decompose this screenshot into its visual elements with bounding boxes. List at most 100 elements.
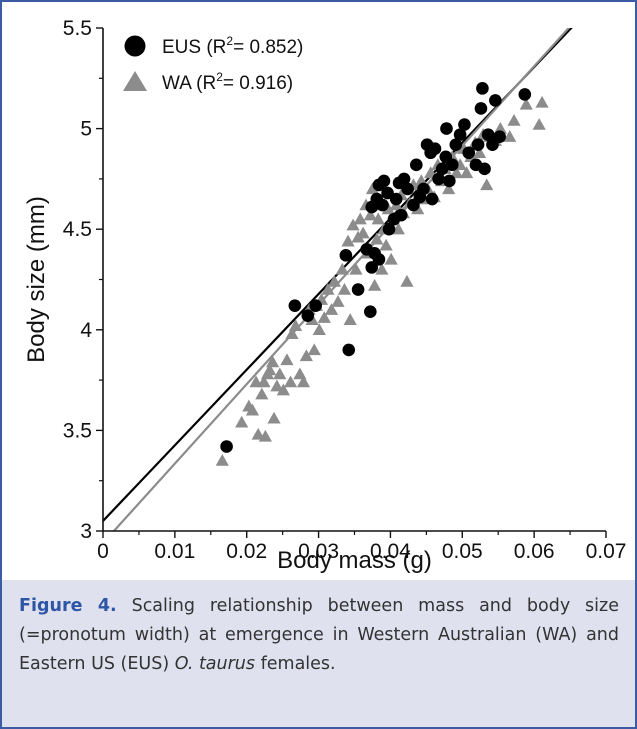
point-eus bbox=[449, 138, 463, 151]
point-wa bbox=[503, 130, 517, 142]
point-wa bbox=[273, 367, 287, 380]
point-eus bbox=[417, 182, 430, 196]
y-tick-label: 4 bbox=[80, 319, 92, 342]
caption-text-after: females. bbox=[255, 654, 336, 674]
point-eus bbox=[351, 283, 365, 296]
point-wa bbox=[356, 226, 370, 239]
point-eus bbox=[401, 182, 414, 196]
legend-label-eus: EUS (R2= 0.852) bbox=[162, 34, 303, 58]
point-eus bbox=[471, 138, 485, 151]
x-axis-title: Body mass (g) bbox=[277, 547, 432, 574]
point-wa bbox=[365, 182, 380, 195]
x-tick-label: 0 bbox=[97, 540, 109, 563]
point-wa bbox=[442, 182, 456, 195]
point-eus bbox=[462, 146, 476, 160]
point-wa bbox=[535, 95, 549, 108]
point-wa bbox=[312, 323, 326, 335]
point-wa bbox=[480, 178, 494, 191]
point-wa bbox=[343, 313, 357, 325]
x-tick-label: 0.01 bbox=[154, 540, 195, 563]
point-wa bbox=[331, 295, 345, 307]
point-eus bbox=[474, 102, 488, 115]
x-tick-label: 0.05 bbox=[442, 540, 483, 563]
point-wa bbox=[349, 262, 363, 275]
y-tick-label: 5 bbox=[80, 118, 92, 141]
point-eus bbox=[220, 440, 233, 453]
point-eus bbox=[493, 130, 506, 143]
point-eus bbox=[309, 299, 322, 312]
point-wa bbox=[255, 387, 269, 400]
point-eus bbox=[409, 158, 423, 172]
point-wa bbox=[296, 375, 311, 388]
y-tick-label: 4.5 bbox=[63, 218, 92, 241]
point-eus bbox=[518, 88, 532, 101]
point-wa bbox=[270, 379, 284, 392]
point-eus bbox=[397, 172, 411, 186]
point-wa bbox=[267, 411, 281, 424]
point-wa bbox=[400, 274, 414, 287]
point-eus bbox=[445, 158, 459, 172]
point-wa bbox=[532, 117, 546, 130]
point-eus bbox=[382, 222, 396, 236]
point-wa bbox=[335, 262, 349, 275]
point-wa bbox=[493, 122, 507, 134]
figure-caption: Figure 4. Scaling relationship between m… bbox=[2, 580, 635, 727]
legend-marker-eus bbox=[124, 35, 146, 57]
point-eus bbox=[288, 299, 302, 312]
caption-text-before: Scaling relationship between mass and bo… bbox=[19, 596, 619, 674]
point-eus bbox=[428, 142, 442, 156]
point-eus bbox=[376, 198, 389, 212]
point-wa bbox=[263, 363, 277, 376]
point-wa bbox=[353, 212, 367, 225]
y-tick-label: 3.5 bbox=[63, 419, 92, 442]
point-wa bbox=[381, 202, 395, 215]
point-eus bbox=[453, 128, 467, 141]
x-tick-label: 0.06 bbox=[514, 540, 555, 563]
point-wa bbox=[280, 353, 294, 366]
fit-lines bbox=[103, 28, 573, 531]
caption-species: O. taurus bbox=[174, 654, 256, 674]
legend: EUS (R2= 0.852) WA (R2= 0.916) bbox=[123, 34, 303, 94]
point-eus bbox=[440, 122, 453, 135]
point-eus bbox=[365, 261, 379, 274]
point-eus bbox=[342, 343, 356, 357]
point-eus bbox=[377, 174, 391, 188]
point-wa bbox=[283, 375, 298, 388]
point-wa bbox=[363, 208, 377, 221]
point-wa bbox=[215, 453, 229, 466]
point-wa bbox=[288, 319, 303, 331]
x-tick-label: 0.07 bbox=[586, 540, 627, 563]
point-wa bbox=[391, 222, 405, 235]
point-eus bbox=[372, 253, 386, 266]
point-eus bbox=[458, 118, 471, 131]
point-wa bbox=[519, 97, 533, 110]
point-wa bbox=[245, 403, 260, 416]
point-wa bbox=[276, 383, 290, 396]
point-wa bbox=[317, 311, 331, 323]
point-wa bbox=[384, 252, 398, 265]
point-eus bbox=[443, 174, 456, 188]
point-wa bbox=[379, 238, 393, 251]
fit-line-wa bbox=[112, 28, 571, 531]
point-eus bbox=[389, 192, 403, 206]
point-wa bbox=[459, 166, 474, 179]
point-wa bbox=[341, 234, 355, 247]
point-wa bbox=[472, 146, 487, 158]
point-eus bbox=[435, 162, 449, 176]
point-eus bbox=[489, 94, 502, 107]
point-eus bbox=[425, 192, 439, 206]
scatter-chart: 0 0.01 0.02 0.03 0.04 0.05 0.06 0.07 3 3.5 4 4.5 5 5.… bbox=[23, 17, 627, 574]
point-eus bbox=[432, 172, 445, 186]
legend-label-wa: WA (R2= 0.916) bbox=[162, 70, 293, 94]
point-wa bbox=[337, 282, 352, 295]
point-wa bbox=[299, 349, 313, 362]
point-wa bbox=[368, 278, 382, 291]
point-wa bbox=[346, 218, 360, 231]
legend-marker-wa bbox=[123, 71, 147, 91]
point-wa bbox=[307, 343, 321, 356]
point-eus bbox=[339, 249, 353, 262]
x-tick-label: 0.03 bbox=[298, 540, 339, 563]
caption-label: Figure 4. bbox=[19, 596, 117, 616]
x-tick-label: 0.02 bbox=[226, 540, 267, 563]
